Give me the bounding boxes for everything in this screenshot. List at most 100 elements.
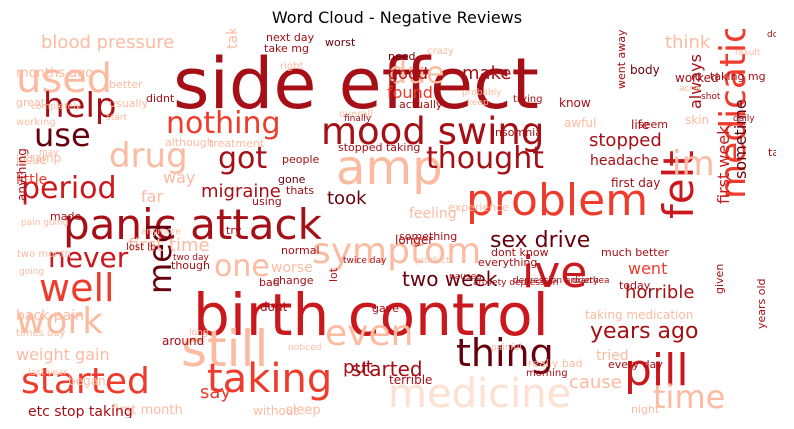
word: product [415, 256, 450, 266]
word: something [399, 230, 458, 243]
word: worst [325, 36, 356, 49]
word: cause [569, 372, 622, 393]
word: result [735, 48, 761, 58]
word: although [165, 136, 214, 149]
word: doctor prescribed [767, 30, 776, 40]
word: panic attack [63, 200, 322, 249]
word: though [171, 259, 210, 272]
word: sex drive [490, 228, 591, 253]
word: first week [714, 125, 733, 204]
word: put [343, 357, 373, 378]
word: dont [260, 300, 288, 314]
word: first time [128, 235, 210, 256]
word: started [21, 361, 150, 402]
word: still [181, 320, 269, 378]
word: completely [31, 102, 81, 112]
word: going [19, 267, 45, 277]
word: try [226, 224, 242, 237]
word: acne [679, 84, 701, 94]
word: anything [16, 148, 29, 201]
word: tried [596, 348, 629, 364]
word: pain going [21, 218, 69, 228]
word: even [325, 313, 414, 354]
word: keep [467, 98, 489, 108]
word: stopped [589, 130, 662, 151]
word: longer [395, 233, 434, 247]
word: given [713, 263, 726, 294]
word: lost lb [126, 242, 157, 253]
word: lot [327, 267, 340, 282]
word-cloud: side effect birth control panic attack mood… [16, 29, 776, 418]
chart-title: Word Cloud - Negative Reviews [271, 8, 523, 27]
word: long [189, 328, 209, 338]
word: thought [426, 141, 544, 176]
word: nausea [449, 272, 482, 282]
word: nothing [166, 106, 281, 141]
word: insomnia [492, 126, 542, 139]
word: feeling [409, 206, 457, 222]
word: without [253, 404, 299, 418]
word: sleep [286, 403, 321, 418]
word: gave [372, 302, 400, 315]
word: experience [448, 201, 509, 214]
word: taking [207, 356, 333, 402]
word: seem [638, 118, 668, 131]
word: thats [286, 184, 315, 197]
word: may [39, 148, 59, 158]
word: last year [28, 368, 68, 378]
word: take mg [264, 42, 309, 55]
word: symptom [312, 231, 482, 272]
word: diarrhea [572, 276, 610, 286]
word: today [619, 279, 651, 292]
word: cramp [23, 151, 62, 165]
word: way [163, 168, 196, 187]
word: went away [615, 29, 628, 89]
word: know [559, 96, 591, 110]
word: never [48, 241, 129, 274]
word: migraine [201, 181, 281, 202]
word: mood swing [321, 110, 545, 153]
word: one [214, 249, 270, 284]
word: due [388, 56, 445, 91]
word: right [280, 61, 304, 72]
word: usually [109, 97, 149, 110]
word: need [388, 50, 416, 63]
word: two day [173, 253, 209, 263]
word: problem [466, 175, 649, 226]
word: got [218, 141, 268, 176]
word: began [68, 374, 106, 388]
word: little [16, 172, 48, 188]
word: issue [16, 153, 47, 167]
word: awful [564, 116, 597, 130]
word: say [200, 382, 232, 403]
word: work [16, 301, 104, 342]
word: weight gain [16, 345, 110, 364]
word: finally [344, 114, 372, 124]
word: blood pressure [41, 32, 175, 53]
word: took [327, 188, 367, 209]
word: period [21, 171, 117, 206]
word: using [252, 195, 282, 208]
word: times day [16, 328, 66, 339]
word: every day [608, 358, 663, 371]
word: body [630, 63, 660, 77]
word: bad [259, 276, 280, 289]
word: dont know [491, 246, 549, 259]
word: etc stop taking [28, 404, 133, 418]
word: around [162, 334, 205, 348]
word: taking pill [768, 146, 776, 159]
word: medicine [388, 371, 572, 417]
word: people [282, 153, 320, 166]
word: gone [278, 173, 306, 186]
word: thing [456, 331, 554, 375]
word: worse [271, 260, 313, 276]
word: pill [624, 345, 689, 396]
word: working [16, 117, 56, 128]
word: ive [522, 247, 588, 298]
word: overall [339, 109, 373, 120]
word: started [351, 357, 423, 381]
word: taking medication [585, 308, 694, 322]
word: years old [755, 278, 768, 329]
word: next day [266, 31, 315, 44]
word: taking mg [710, 70, 766, 83]
